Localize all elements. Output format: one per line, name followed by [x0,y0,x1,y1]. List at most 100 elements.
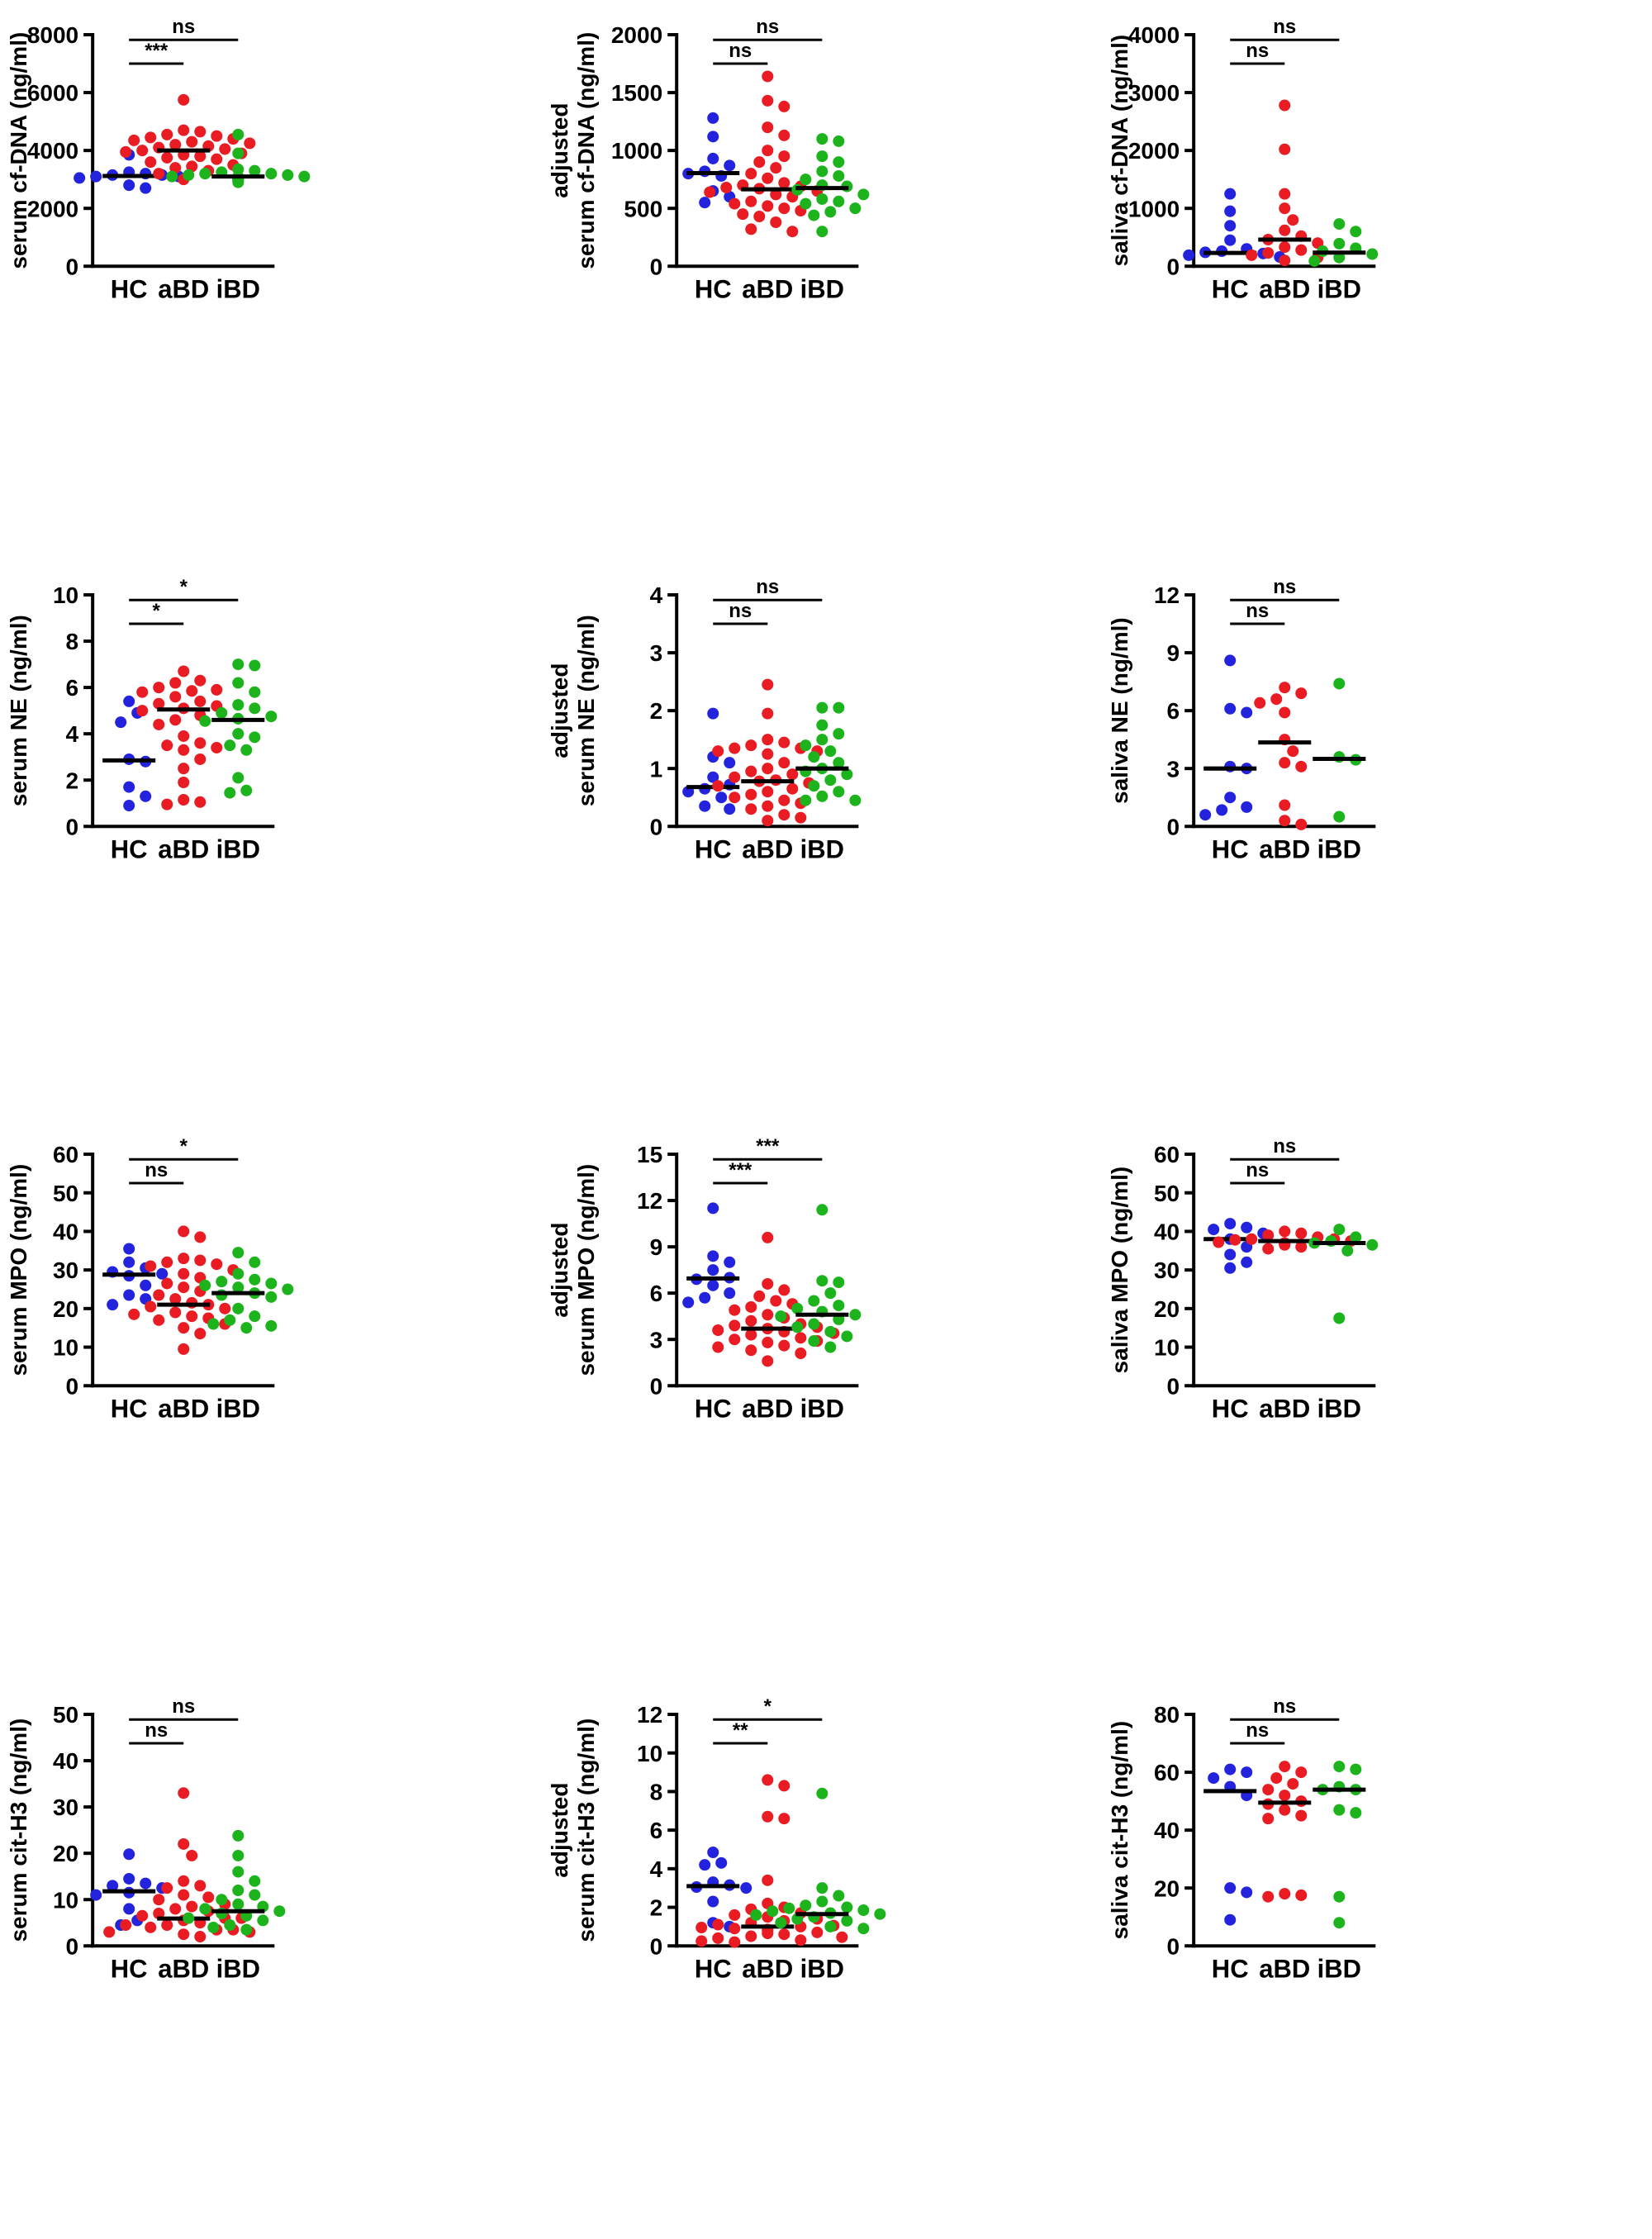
data-point-iBD [766,1904,778,1917]
data-point-aBD [128,134,140,146]
data-point-aBD [744,788,757,801]
data-point-aBD [120,145,132,158]
data-point-aBD [1279,706,1291,718]
sig-label-HC-iBD: ns [172,16,195,38]
panel-cell-serum-cit-h3: 0 10 20 30 40 50 serum cit-H3 (ng/ml) ns ns HC aBD… [0,1680,551,2239]
data-point-HC [1224,654,1237,666]
data-point-iBD [857,188,870,201]
data-point-iBD [807,209,819,221]
data-point-iBD [232,698,244,711]
data-point-aBD [1279,799,1291,811]
panel-cell-saliva-cit-h3: 0 20 40 60 80 saliva cit-H3 (ng/ml) ns ns HC aBD i… [1101,1680,1652,2239]
data-point-iBD [874,1908,886,1920]
data-point-aBD [1262,1783,1275,1795]
data-point-iBD [282,1283,294,1295]
group-label-aBD: aBD [158,1954,209,1983]
data-point-HC [123,1847,135,1860]
data-point-aBD [777,794,790,806]
data-point-HC [723,1256,735,1268]
data-point-HC [723,1287,735,1300]
data-point-aBD [1262,1229,1275,1242]
data-point-HC [706,131,719,143]
data-point-iBD [815,1275,828,1287]
data-point-iBD [232,1884,244,1896]
data-point-HC [714,791,727,803]
data-point-HC [1216,803,1228,815]
data-point-aBD [761,762,773,774]
data-point-iBD [807,779,819,791]
data-point-aBD [761,1874,773,1886]
y-tick-label: 0 [1167,814,1180,839]
data-point-aBD [136,686,149,698]
data-point-aBD [711,1918,724,1931]
data-point-aBD [194,150,206,163]
y-axis-label: saliva MPO (ng/ml) [1107,1167,1132,1374]
data-point-aBD [786,768,798,780]
y-tick-label: 12 [637,1702,662,1728]
data-point-aBD [744,195,757,207]
data-point-aBD [202,1890,215,1903]
data-point-aBD [761,1355,773,1367]
data-point-aBD [145,1300,157,1313]
group-label-iBD: iBD [1317,1394,1361,1423]
y-tick-label: 10 [637,1740,662,1766]
data-point-aBD [752,210,765,222]
group-label-aBD: aBD [158,1394,209,1423]
data-point-iBD [815,1881,828,1894]
sig-label-HC-aBD: *** [729,1159,752,1181]
data-point-iBD [857,1904,870,1916]
data-point-iBD [1366,248,1379,260]
data-point-iBD [782,1902,795,1914]
data-point-aBD [777,736,790,749]
data-point-iBD [265,710,278,722]
sig-label-HC-aBD: ns [1246,40,1270,62]
data-point-aBD [728,197,740,210]
data-point-aBD [794,1933,806,1946]
data-point-aBD [178,793,190,806]
data-point-aBD [136,704,149,716]
data-point-aBD [1295,1809,1308,1822]
sig-label-HC-aBD: *** [145,40,169,62]
data-point-iBD [824,744,837,757]
data-point-aBD [769,188,781,201]
data-point-aBD [777,1812,790,1824]
y-tick-label: 6 [66,675,79,701]
data-point-aBD [1295,760,1308,772]
y-tick-label: 10 [53,582,78,608]
data-point-HC [123,1256,135,1268]
data-point-iBD [249,164,261,177]
y-axis-label: saliva cf-DNA (ng/ml) [1107,35,1132,267]
data-point-aBD [728,1922,740,1934]
data-point-aBD [178,1875,190,1887]
data-point-aBD [777,1284,790,1296]
data-point-aBD [761,733,773,745]
data-point-aBD [194,796,206,808]
data-point-HC [714,1856,727,1869]
data-point-iBD [1333,218,1346,231]
data-point-aBD [169,713,182,725]
y-tick-label: 50 [1154,1181,1180,1206]
data-point-aBD [761,1773,773,1785]
data-point-iBD [749,1909,762,1921]
sig-label-HC-iBD: ns [1274,16,1297,38]
data-point-iBD [790,1321,803,1333]
group-label-aBD: aBD [158,834,209,863]
data-point-aBD [178,664,190,677]
data-point-iBD [249,658,261,671]
data-point-HC [723,802,735,815]
data-point-aBD [161,1881,173,1894]
data-point-HC [140,182,152,194]
data-point-aBD [794,811,806,824]
data-point-aBD [194,126,206,138]
data-point-aBD [194,1328,206,1340]
y-tick-label: 1000 [611,138,662,164]
data-point-iBD [774,1916,786,1928]
data-point-iBD [799,794,811,806]
data-point-HC [140,790,152,802]
data-point-aBD [178,1889,190,1901]
data-point-aBD [761,748,773,760]
group-label-aBD: aBD [1260,834,1311,863]
data-point-iBD [807,750,819,763]
